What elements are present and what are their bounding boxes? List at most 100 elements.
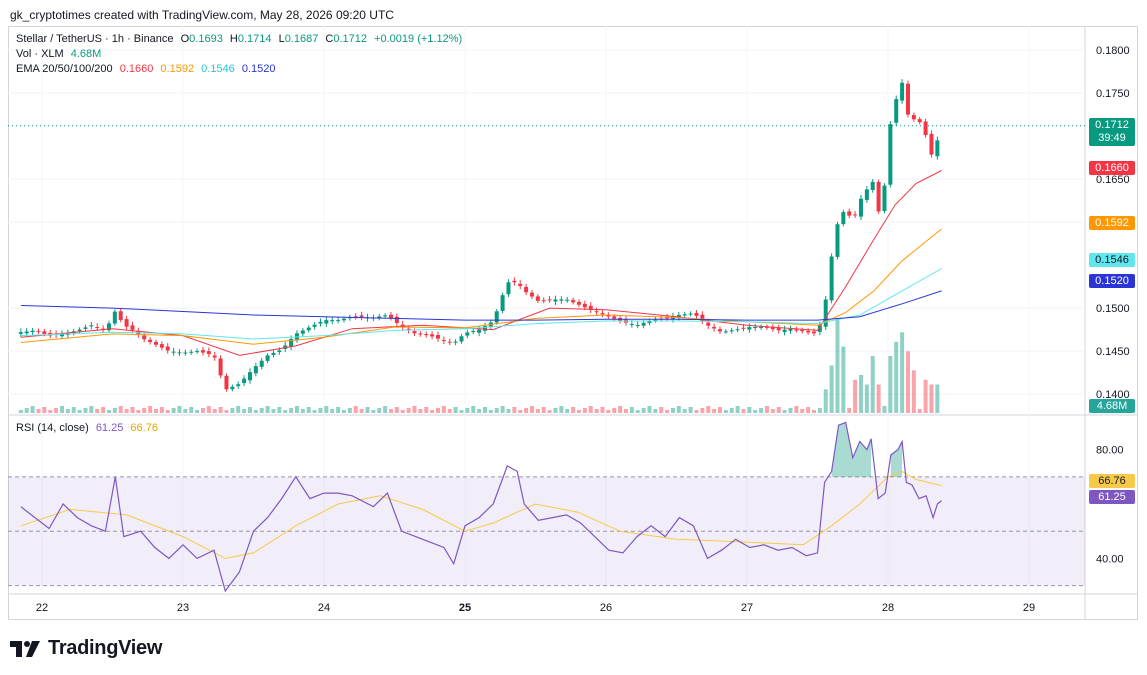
candle-body [412,331,417,334]
volume-bar [142,408,147,413]
candle-body [200,350,205,353]
candle-body [236,384,241,387]
candle-body [647,320,652,324]
candle-body [905,83,910,115]
volume-bar [124,409,129,413]
volume-bar [406,408,411,413]
volume-bar [806,407,811,413]
volume-bar [917,409,922,413]
ema100-tag: 0.1546 [1089,253,1135,267]
volume-bar [929,384,934,413]
volume-bar [195,410,200,413]
volume-bar [905,351,910,413]
volume-bar [71,407,76,413]
candle-body [435,335,440,339]
symbol-name: Stellar / TetherUS · 1h · Binance [16,33,174,45]
chart-frame: 0.18000.17500.16500.16000.15000.14500.14… [8,26,1138,620]
candle-body [841,212,846,225]
candle-body [330,320,335,322]
volume-bar [218,407,223,413]
volume-bar [277,407,282,413]
last-price-value: 0.1712 [1095,119,1129,131]
candle-body [794,329,799,331]
candle-body [565,299,570,301]
candle-body [770,327,775,330]
candle-body [729,330,734,332]
volume-bar [894,341,899,413]
price-tick-label: 0.1750 [1096,88,1130,100]
volume-bar [665,410,670,413]
candle-body [723,331,728,333]
candle-body [835,224,840,257]
ohlc-open: 0.1693 [189,33,223,45]
volume-bar [400,410,405,413]
volume-bar [553,408,558,413]
candle-body [341,318,346,321]
volume-bar [418,409,423,413]
candle-body [870,181,875,191]
candle-body [759,327,764,328]
candle-body [300,330,305,334]
volume-bar [653,409,658,413]
volume-bar [300,409,305,413]
candle-body [694,312,699,316]
volume-bar [471,406,476,413]
rsi-line [20,421,942,593]
volume-bar [588,406,593,413]
volume-bar [271,409,276,413]
volume-bar [36,409,41,413]
candle-body [882,185,887,212]
volume-bar [89,406,94,413]
candle-body [388,314,393,318]
volume-bar [823,389,828,413]
candle-body [764,326,769,328]
time-tick-label: 29 [1023,602,1035,614]
candle-body [277,350,282,352]
candle-body [935,140,940,157]
candle-body [600,313,605,315]
volume-bar [500,406,505,413]
chart-attribution: gk_cryptotimes created with TradingView.… [10,8,394,22]
volume-bar [18,410,23,413]
ohlc-c-label: C [325,33,334,45]
candle-body [753,327,758,329]
ohlc-low: 0.1687 [284,33,319,45]
volume-bar [518,410,523,413]
volume-bar [582,408,587,413]
volume-bar [706,406,711,413]
volume-bar [911,370,916,413]
volume-bar [165,410,170,413]
volume-bar [506,409,511,413]
candle-body [224,375,229,390]
last-price-tag: 0.1712 39:49 [1089,118,1135,146]
volume-bar [841,346,846,413]
candle-body [206,351,211,355]
candle-body [847,211,852,216]
volume-bar [371,410,376,413]
volume-bar [717,407,722,413]
candle-body [77,329,82,332]
volume-bar [723,410,728,413]
volume-bar [565,409,570,413]
rsi-ma-line [20,470,942,559]
volume-bar [829,365,834,413]
time-tick-label: 27 [741,602,753,614]
price-chart[interactable]: 0.18000.17500.16500.16000.15000.14500.14… [8,26,1138,620]
brand-name: TradingView [48,637,163,659]
volume-bar [459,410,464,413]
candle-body [24,331,29,334]
volume-bar [253,410,258,413]
volume-bar [700,408,705,413]
volume-value: 4.68M [70,48,102,60]
volume-bar [430,410,435,413]
volume-bar [153,409,158,413]
volume-bar [159,407,164,413]
volume-bar [247,407,252,413]
tradingview-logo[interactable]: TradingView [10,637,162,660]
candle-body [259,360,264,367]
ema200-value: 0.1520 [241,63,276,75]
rsi-legend: RSI (14, close) 61.25 66.76 [16,422,162,434]
volume-bar [148,406,153,413]
volume-bar [488,410,493,413]
candle-body [800,329,805,332]
